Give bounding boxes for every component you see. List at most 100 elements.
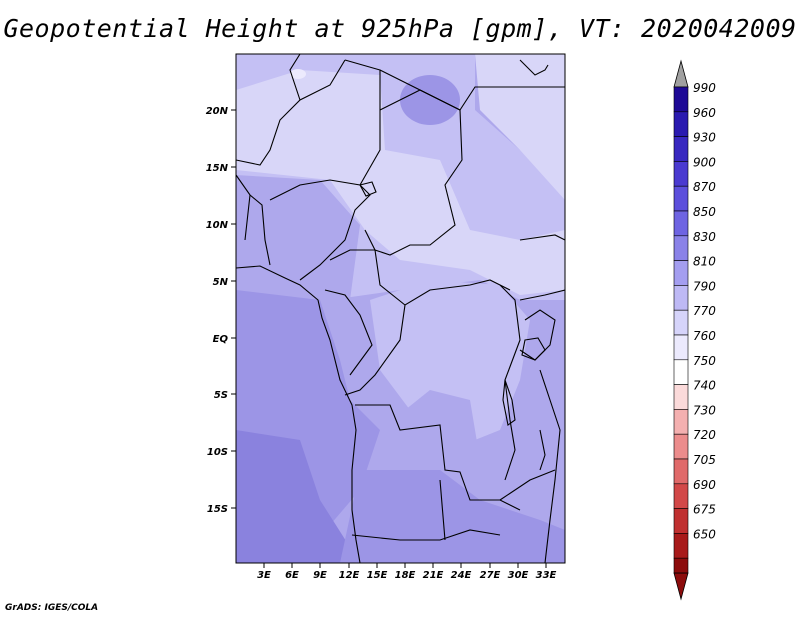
lon-tick-21e: 21E [423, 563, 444, 581]
lat-label-5n: 5N [213, 277, 229, 288]
lon-label-18e: 18E [395, 570, 416, 581]
colorbar-label: 690 [693, 478, 716, 492]
height-field [236, 54, 565, 563]
border-west-africa [236, 174, 271, 266]
field-region-east-pale [475, 54, 565, 200]
colorbar-label: 650 [693, 527, 716, 541]
lon-tick-12e: 12E [339, 563, 360, 581]
colorbar-swatch [673, 433, 689, 460]
lon-tick-18e: 18E [395, 563, 416, 581]
colorbar-bottom-arrow [673, 572, 689, 601]
map-title: Geopotential Height at 925hPa [gpm], VT:… [3, 14, 797, 43]
lat-tick-5s: 5S [214, 390, 236, 401]
lon-tick-33e: 33E [536, 563, 557, 581]
lat-label-10s: 10S [207, 447, 228, 458]
longitude-axis: 3E 6E 9E 12E 15E 18E 21E 24E [257, 563, 557, 581]
colorbar-label: 830 [693, 230, 716, 244]
lat-tick-15n: 15N [206, 163, 236, 174]
colorbar-swatch [673, 260, 689, 286]
colorbar-swatch [673, 557, 689, 574]
lake-malawi [539, 429, 546, 471]
border-uganda-kenya [519, 309, 556, 361]
colorbar-label: 675 [693, 503, 716, 517]
colorbar-label: 720 [693, 428, 716, 442]
lake-victoria [521, 337, 546, 361]
colorbar-swatch [673, 458, 689, 485]
lon-label-9e: 9E [313, 570, 327, 581]
colorbar: 990 960 930 900 870 850 830 810 790 770 760 750 740 7… [673, 59, 716, 601]
colorbar-swatch [673, 384, 689, 410]
lake-tanganyika [502, 379, 516, 426]
colorbar-label: 750 [693, 354, 716, 368]
border-chad-sudan [364, 69, 463, 256]
lon-label-24e: 24E [451, 570, 472, 581]
colorbar-swatch [673, 533, 689, 559]
colorbar-label: 705 [693, 453, 716, 467]
colorbar-swatch [673, 483, 689, 509]
colorbar-swatch [673, 309, 689, 336]
lat-tick-10n: 10N [206, 220, 236, 231]
border-sudan-egypt [459, 86, 565, 111]
lat-label-eq: EQ [213, 334, 229, 345]
colorbar-top-arrow [673, 59, 689, 88]
lon-tick-9e: 9E [313, 563, 327, 581]
lat-label-15n: 15N [206, 163, 229, 174]
lon-tick-6e: 6E [285, 563, 299, 581]
map-frame [235, 53, 566, 564]
colorbar-swatch [673, 285, 689, 311]
lon-label-12e: 12E [339, 570, 360, 581]
lat-label-15s: 15S [207, 504, 228, 515]
nile-outline [519, 59, 549, 76]
colorbar-label: 740 [693, 379, 716, 393]
field-region-coast [236, 175, 360, 320]
lon-tick-15e: 15E [367, 563, 388, 581]
lake-chad [359, 181, 377, 197]
colorbar-swatch [673, 235, 689, 261]
lon-tick-3e: 3E [257, 563, 271, 581]
colorbar-label: 760 [693, 329, 716, 343]
colorbar-label: 960 [693, 106, 716, 120]
field-spot-deep [400, 75, 460, 125]
colorbar-swatch [673, 111, 689, 137]
lat-tick-5n: 5N [213, 277, 236, 288]
lon-tick-24e: 24E [451, 563, 472, 581]
border-angola [355, 404, 521, 511]
colorbar-label: 870 [693, 180, 716, 194]
border-cameroon [324, 289, 373, 376]
lat-label-10n: 10N [206, 220, 229, 231]
lat-tick-10s: 10S [207, 447, 236, 458]
colorbar-label: 810 [693, 255, 716, 269]
lon-label-21e: 21E [423, 570, 444, 581]
colorbar-swatch [673, 86, 689, 113]
lon-tick-27e: 27E [480, 563, 501, 581]
lon-label-15e: 15E [367, 570, 388, 581]
border-mali-niger [236, 59, 346, 166]
latitude-axis: 20N 15N 10N 5N EQ 5S 10S 15S [206, 106, 236, 515]
lat-tick-20n: 20N [206, 106, 236, 117]
country-borders [236, 54, 565, 563]
colorbar-label: 930 [693, 131, 716, 145]
lon-tick-30e: 30E [508, 563, 529, 581]
colorbar-swatch [673, 185, 689, 212]
colorbar-label: 850 [693, 205, 716, 219]
grads-credit: GrADS: IGES/COLA [5, 603, 99, 613]
lat-tick-eq: EQ [213, 334, 236, 345]
lat-label-5s: 5S [214, 390, 228, 401]
border-libya [289, 54, 461, 111]
colorbar-label: 730 [693, 403, 716, 417]
lon-label-3e: 3E [257, 570, 271, 581]
colorbar-label: 900 [693, 155, 716, 169]
colorbar-label: 790 [693, 279, 716, 293]
colorbar-swatch [673, 409, 689, 435]
colorbar-swatch [673, 161, 689, 187]
colorbar-label: 990 [693, 81, 716, 95]
border-nigeria [269, 179, 371, 281]
lon-label-30e: 30E [508, 570, 529, 581]
field-region-sahel-pale [236, 70, 565, 295]
border-ethiopia [519, 234, 565, 301]
border-zambia [439, 469, 556, 541]
lat-label-20n: 20N [206, 106, 229, 117]
field-region-southwest-deep [236, 430, 360, 563]
field-region-angola-mid [380, 390, 480, 470]
